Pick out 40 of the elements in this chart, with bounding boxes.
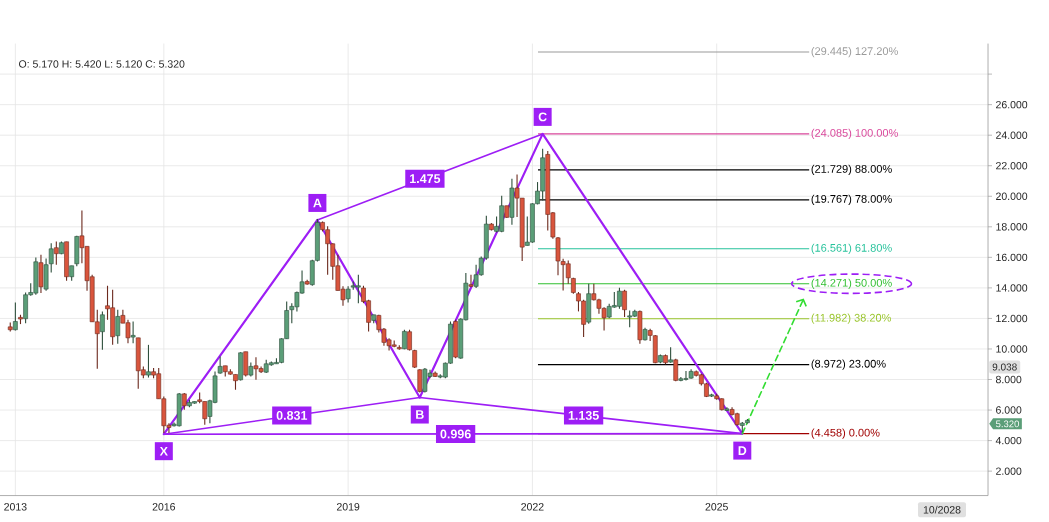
ref-line-label: (24.085) 100.00% bbox=[811, 128, 898, 140]
annotation: B bbox=[416, 410, 424, 419]
text: 5.320 bbox=[995, 420, 1019, 428]
x-tick-label: 2016 bbox=[152, 503, 176, 511]
y-tick-label: 18.000 bbox=[996, 223, 1028, 231]
y-tick-label: 14.000 bbox=[996, 284, 1028, 292]
annotation: 0.831 bbox=[276, 410, 308, 420]
annotation: 1.475 bbox=[410, 174, 441, 184]
ref-line-label: (16.561) 61.80% bbox=[811, 243, 892, 254]
annotation: X bbox=[159, 446, 168, 456]
text: 9.038 bbox=[992, 363, 1017, 371]
y-tick-label: 8.000 bbox=[995, 375, 1022, 384]
x-tick-label: 2019 bbox=[336, 503, 360, 511]
annotation: 0.996 bbox=[440, 429, 471, 439]
y-tick-label: 10.000 bbox=[996, 345, 1028, 353]
y-tick-label: 24.000 bbox=[996, 131, 1028, 139]
x-tick-label: 2022 bbox=[521, 503, 544, 511]
ref-line-label: (21.729) 88.00% bbox=[811, 164, 892, 175]
annotation: D bbox=[738, 446, 747, 455]
x-tick-label: 2013 bbox=[4, 503, 27, 511]
y-tick-label: 12.000 bbox=[996, 314, 1028, 323]
y-tick-label: 20.000 bbox=[996, 192, 1028, 200]
x-tick-label: 2025 bbox=[705, 503, 728, 511]
annotation: O: 5.170 H: 5.420 L: 5.120 C: 5.320 bbox=[19, 60, 185, 68]
ref-line-label: (8.972) 23.00% bbox=[811, 359, 886, 370]
y-tick-label: 4.000 bbox=[995, 436, 1022, 445]
y-tick-label: 26.000 bbox=[996, 100, 1028, 109]
y-tick-label: 2.000 bbox=[996, 467, 1022, 475]
y-tick-label: 16.000 bbox=[996, 253, 1028, 262]
text: 10/2028 bbox=[923, 505, 961, 514]
ref-line-label: (19.767) 78.00% bbox=[811, 194, 892, 205]
ref-line-label: (14.271) 50.00% bbox=[811, 278, 892, 289]
annotation: C bbox=[538, 112, 547, 122]
ref-line-label: (29.445) 127.20% bbox=[811, 46, 898, 58]
annotation: 1.135 bbox=[568, 410, 599, 420]
annotation: A bbox=[313, 198, 322, 208]
ref-line-label: (11.982) 38.20% bbox=[811, 313, 891, 324]
y-tick-label: 6.000 bbox=[996, 406, 1022, 414]
y-tick-label: 22.000 bbox=[996, 162, 1028, 170]
ref-line-label: (4.458) 0.00% bbox=[811, 428, 880, 439]
